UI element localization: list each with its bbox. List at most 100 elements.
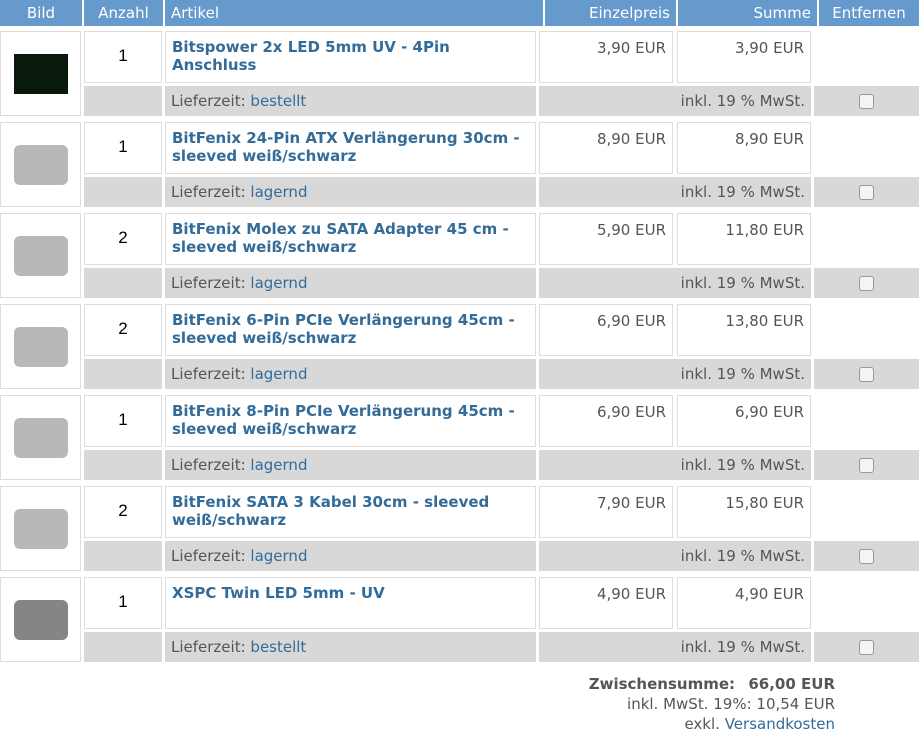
- remove-checkbox[interactable]: [859, 93, 874, 109]
- delivery-status-link[interactable]: bestellt: [250, 638, 307, 656]
- remove-cell: [814, 86, 919, 116]
- remove-checkbox[interactable]: [859, 275, 874, 291]
- remove-cell: [814, 541, 919, 571]
- delivery-label: Lieferzeit:: [171, 547, 246, 565]
- tax-note: inkl. 19 % MwSt.: [539, 268, 811, 298]
- remove-checkbox[interactable]: [859, 184, 874, 200]
- product-link[interactable]: Bitspower 2x LED 5mm UV - 4Pin Anschluss: [165, 31, 536, 83]
- subtotal-label: Zwischensumme:: [588, 675, 735, 693]
- quantity: 2: [84, 486, 162, 538]
- cart-item: 2 BitFenix Molex zu SATA Adapter 45 cm -…: [0, 213, 919, 301]
- quantity: 2: [84, 213, 162, 265]
- header-entfernen: Entfernen: [819, 0, 919, 26]
- unit-price: 4,90 EUR: [539, 577, 673, 629]
- delivery-label: Lieferzeit:: [171, 183, 246, 201]
- header-artikel: Artikel: [165, 0, 543, 26]
- line-total: 3,90 EUR: [677, 31, 811, 83]
- product-thumbnail-icon: [13, 53, 68, 94]
- vat-total: inkl. MwSt. 19%: 10,54 EUR: [627, 695, 835, 713]
- line-total: 8,90 EUR: [677, 122, 811, 174]
- product-link[interactable]: BitFenix 8-Pin PCIe Verlängerung 45cm - …: [165, 395, 536, 447]
- delivery-label: Lieferzeit:: [171, 365, 246, 383]
- shipping-note: exkl. Versandkosten: [684, 715, 835, 733]
- product-thumbnail-icon: [13, 144, 68, 185]
- remove-cell: [814, 177, 919, 207]
- shipping-costs-link[interactable]: Versandkosten: [724, 715, 835, 733]
- quantity: 2: [84, 304, 162, 356]
- cart-item: 2 BitFenix SATA 3 Kabel 30cm - sleeved w…: [0, 486, 919, 574]
- tax-note: inkl. 19 % MwSt.: [539, 359, 811, 389]
- product-image[interactable]: [0, 304, 81, 389]
- remove-checkbox[interactable]: [859, 457, 874, 473]
- tax-note: inkl. 19 % MwSt.: [539, 86, 811, 116]
- line-total: 4,90 EUR: [677, 577, 811, 629]
- delivery-status-link[interactable]: lagernd: [250, 456, 308, 474]
- header-summe: Summe: [678, 0, 817, 26]
- unit-price: 5,90 EUR: [539, 213, 673, 265]
- spacer: [84, 359, 162, 389]
- cart-item: 1 BitFenix 24-Pin ATX Verlängerung 30cm …: [0, 122, 919, 210]
- quantity: 1: [84, 122, 162, 174]
- unit-price: 8,90 EUR: [539, 122, 673, 174]
- unit-price: 6,90 EUR: [539, 395, 673, 447]
- delivery-time: Lieferzeit: lagernd: [165, 177, 536, 207]
- quantity: 1: [84, 577, 162, 629]
- product-link[interactable]: BitFenix 24-Pin ATX Verlängerung 30cm - …: [165, 122, 536, 174]
- line-total: 15,80 EUR: [677, 486, 811, 538]
- remove-checkbox[interactable]: [859, 366, 874, 382]
- spacer: [84, 450, 162, 480]
- delivery-status-link[interactable]: lagernd: [250, 274, 308, 292]
- remove-checkbox[interactable]: [859, 548, 874, 564]
- product-link[interactable]: BitFenix SATA 3 Kabel 30cm - sleeved wei…: [165, 486, 536, 538]
- header-einzelpreis: Einzelpreis: [545, 0, 676, 26]
- delivery-label: Lieferzeit:: [171, 92, 246, 110]
- product-image[interactable]: [0, 486, 81, 571]
- tax-note: inkl. 19 % MwSt.: [539, 541, 811, 571]
- product-image[interactable]: [0, 395, 81, 480]
- product-image[interactable]: [0, 577, 81, 662]
- quantity: 1: [84, 395, 162, 447]
- product-link[interactable]: BitFenix Molex zu SATA Adapter 45 cm - s…: [165, 213, 536, 265]
- remove-checkbox[interactable]: [859, 639, 874, 655]
- header-anzahl: Anzahl: [84, 0, 163, 26]
- cart-item: 1 Bitspower 2x LED 5mm UV - 4Pin Anschlu…: [0, 31, 919, 119]
- line-total: 13,80 EUR: [677, 304, 811, 356]
- delivery-label: Lieferzeit:: [171, 638, 246, 656]
- delivery-label: Lieferzeit:: [171, 274, 246, 292]
- product-link[interactable]: BitFenix 6-Pin PCIe Verlängerung 45cm - …: [165, 304, 536, 356]
- remove-cell: [814, 450, 919, 480]
- product-thumbnail-icon: [13, 235, 68, 276]
- delivery-time: Lieferzeit: lagernd: [165, 450, 536, 480]
- product-image[interactable]: [0, 213, 81, 298]
- cart-item: 2 BitFenix 6-Pin PCIe Verlängerung 45cm …: [0, 304, 919, 392]
- delivery-label: Lieferzeit:: [171, 456, 246, 474]
- header-bild: Bild: [0, 0, 82, 26]
- product-image[interactable]: [0, 122, 81, 207]
- subtotal-row: Zwischensumme: 66,00 EUR: [589, 675, 835, 693]
- delivery-time: Lieferzeit: bestellt: [165, 86, 536, 116]
- spacer: [84, 86, 162, 116]
- product-image[interactable]: [0, 31, 81, 116]
- product-thumbnail-icon: [13, 599, 68, 640]
- tax-note: inkl. 19 % MwSt.: [539, 177, 811, 207]
- remove-cell: [814, 632, 919, 662]
- spacer: [84, 268, 162, 298]
- line-total: 6,90 EUR: [677, 395, 811, 447]
- delivery-status-link[interactable]: lagernd: [250, 365, 308, 383]
- remove-cell: [814, 268, 919, 298]
- shipping-prefix: exkl.: [684, 715, 720, 733]
- product-thumbnail-icon: [13, 508, 68, 549]
- tax-note: inkl. 19 % MwSt.: [539, 632, 811, 662]
- delivery-status-link[interactable]: lagernd: [250, 183, 308, 201]
- unit-price: 3,90 EUR: [539, 31, 673, 83]
- remove-cell: [814, 359, 919, 389]
- delivery-status-link[interactable]: lagernd: [250, 547, 308, 565]
- spacer: [84, 177, 162, 207]
- line-total: 11,80 EUR: [677, 213, 811, 265]
- delivery-status-link[interactable]: bestellt: [250, 92, 307, 110]
- quantity: 1: [84, 31, 162, 83]
- product-link[interactable]: XSPC Twin LED 5mm - UV: [165, 577, 536, 629]
- cart-item: 1 BitFenix 8-Pin PCIe Verlängerung 45cm …: [0, 395, 919, 483]
- product-thumbnail-icon: [13, 326, 68, 367]
- delivery-time: Lieferzeit: lagernd: [165, 268, 536, 298]
